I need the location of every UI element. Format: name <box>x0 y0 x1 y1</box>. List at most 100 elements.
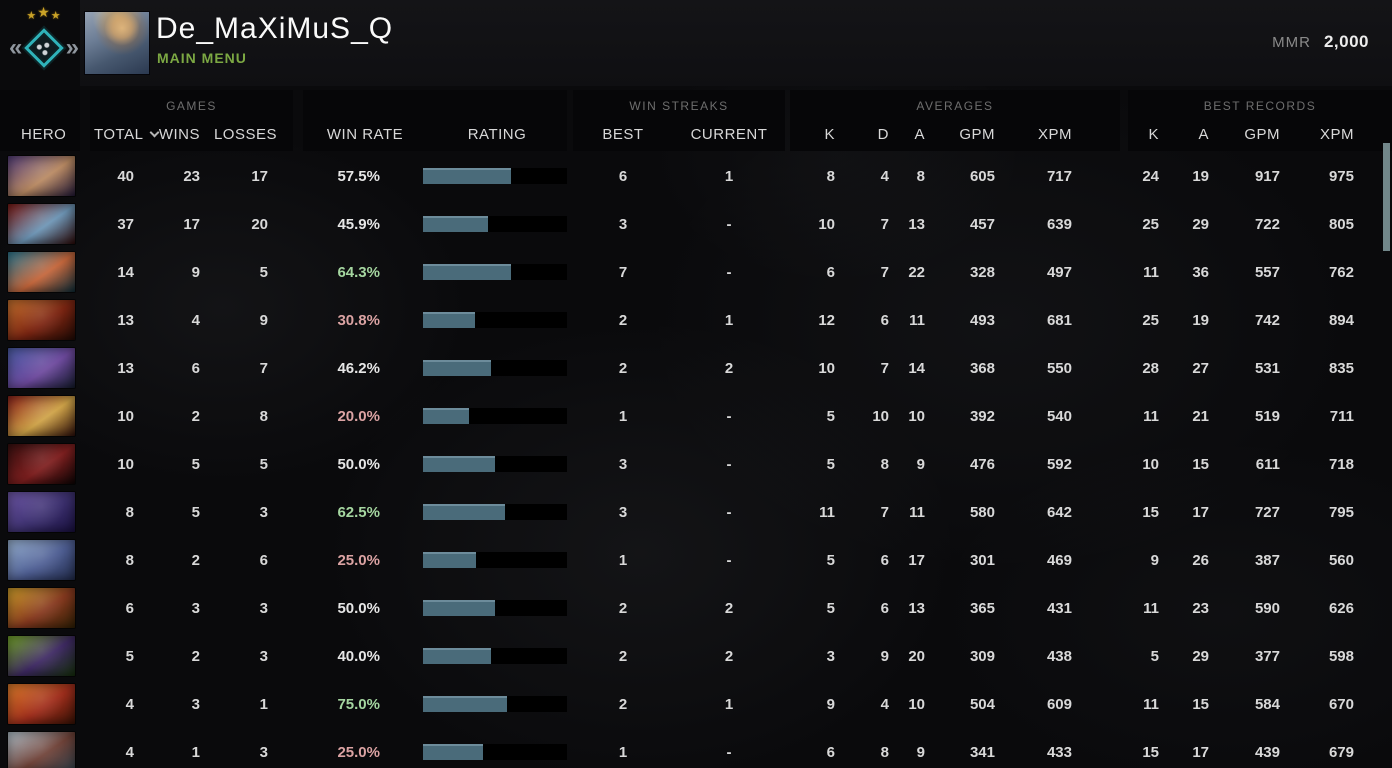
hero-row[interactable]: 5 2 3 40.0% 2 2 3 9 20 309 438 5 29 377 … <box>0 632 1392 680</box>
rec-gpm-cell: 377 <box>1254 647 1280 665</box>
rec-a-cell: 26 <box>1192 551 1209 569</box>
avg-xpm-cell: 609 <box>1046 695 1072 713</box>
total-cell: 4 <box>125 743 134 761</box>
hero-portrait[interactable] <box>8 348 75 388</box>
column-rec-xpm[interactable]: XPM <box>1319 125 1354 143</box>
column-streak-current[interactable]: CURRENT <box>690 125 768 143</box>
hero-portrait[interactable] <box>8 540 75 580</box>
spacer <box>1074 648 1120 665</box>
column-rec-gpm[interactable]: GPM <box>1244 125 1280 143</box>
column-avg-d[interactable]: D <box>877 125 889 143</box>
column-avg-xpm[interactable]: XPM <box>1037 125 1072 143</box>
rec-a-cell: 17 <box>1192 743 1209 761</box>
group-best-records: BEST RECORDS <box>1203 99 1317 113</box>
avg-d-cell: 8 <box>880 455 889 473</box>
hero-portrait[interactable] <box>8 492 75 532</box>
mmr-value: 2,000 <box>1323 32 1369 51</box>
total-cell: 6 <box>125 599 134 617</box>
rec-gpm-cell: 611 <box>1255 455 1280 473</box>
hero-portrait[interactable] <box>8 732 75 768</box>
hero-portrait[interactable] <box>8 396 75 436</box>
hero-portrait[interactable] <box>8 636 75 676</box>
streak-current-cell: - <box>726 407 732 425</box>
column-rec-a[interactable]: A <box>1198 125 1209 143</box>
column-rating[interactable]: RATING <box>467 125 527 143</box>
total-cell: 8 <box>125 551 134 569</box>
top-bar: ★★★ « » De_MaXiMuS_Q MAIN MENU MMR 2,000 <box>0 0 1392 86</box>
wins-cell: 2 <box>191 407 200 425</box>
player-name: De_MaXiMuS_Q <box>156 12 394 45</box>
column-total[interactable]: TOTAL <box>90 126 168 143</box>
losses-cell: 5 <box>259 455 268 473</box>
column-wins[interactable]: WINS <box>158 125 200 143</box>
hero-row[interactable]: 10 2 8 20.0% 1 - 5 10 10 392 540 11 21 5… <box>0 392 1392 440</box>
spacer <box>293 90 303 151</box>
streak-current-cell: - <box>726 215 732 233</box>
scrollbar-thumb[interactable] <box>1383 143 1390 251</box>
avg-a-cell: 13 <box>908 215 925 233</box>
hero-row[interactable]: 4 1 3 25.0% 1 - 6 8 9 341 433 15 17 439 … <box>0 728 1392 768</box>
win-rate-cell: 57.5% <box>337 167 380 185</box>
wins-cell: 1 <box>191 743 200 761</box>
hero-row[interactable]: 10 5 5 50.0% 3 - 5 8 9 476 592 10 15 611… <box>0 440 1392 488</box>
column-rec-k[interactable]: K <box>1148 125 1159 143</box>
avg-gpm-cell: 392 <box>969 407 995 425</box>
spacer <box>1074 744 1120 761</box>
hero-row[interactable]: 14 9 5 64.3% 7 - 6 7 22 328 497 11 36 55… <box>0 248 1392 296</box>
hero-row[interactable]: 37 17 20 45.9% 3 - 10 7 13 457 639 25 29… <box>0 200 1392 248</box>
hero-row[interactable]: 8 5 3 62.5% 3 - 11 7 11 580 642 15 17 72… <box>0 488 1392 536</box>
rec-a-cell: 17 <box>1192 503 1209 521</box>
hero-row[interactable]: 6 3 3 50.0% 2 2 5 6 13 365 431 11 23 590… <box>0 584 1392 632</box>
spacer <box>1357 504 1392 521</box>
rec-k-cell: 25 <box>1142 311 1159 329</box>
streak-current-cell: 2 <box>724 599 734 617</box>
main-menu-link[interactable]: MAIN MENU <box>157 50 247 66</box>
avg-xpm-cell: 497 <box>1046 263 1072 281</box>
hero-row[interactable]: 4 3 1 75.0% 2 1 9 4 10 504 609 11 15 584… <box>0 680 1392 728</box>
rec-a-cell: 29 <box>1192 215 1209 233</box>
rating-bar-fill <box>423 648 491 664</box>
streak-best-cell: 1 <box>618 743 628 761</box>
spacer <box>1357 744 1392 761</box>
wins-cell: 23 <box>183 167 200 185</box>
hero-row[interactable]: 13 4 9 30.8% 2 1 12 6 11 493 681 25 19 7… <box>0 296 1392 344</box>
rec-xpm-cell: 560 <box>1328 551 1354 569</box>
spacer <box>1120 90 1128 151</box>
streak-best-cell: 2 <box>618 359 628 377</box>
hero-portrait[interactable] <box>8 300 75 340</box>
spacer <box>1357 648 1392 665</box>
avg-gpm-cell: 365 <box>969 599 995 617</box>
spacer <box>1357 696 1392 713</box>
rank-badge[interactable]: ★★★ « » <box>9 4 79 82</box>
streak-current-cell: 2 <box>724 359 734 377</box>
column-streak-best[interactable]: BEST <box>602 125 644 143</box>
hero-portrait[interactable] <box>8 588 75 628</box>
losses-cell: 7 <box>259 359 268 377</box>
hero-row[interactable]: 13 6 7 46.2% 2 2 10 7 14 368 550 28 27 5… <box>0 344 1392 392</box>
rec-k-cell: 25 <box>1142 215 1159 233</box>
hero-row[interactable]: 40 23 17 57.5% 6 1 8 4 8 605 717 24 19 9… <box>0 152 1392 200</box>
column-avg-gpm[interactable]: GPM <box>959 125 995 143</box>
wins-cell: 2 <box>191 647 200 665</box>
column-hero[interactable]: HERO <box>21 126 67 143</box>
avg-k-cell: 5 <box>826 455 835 473</box>
avg-d-cell: 8 <box>880 743 889 761</box>
hero-portrait[interactable] <box>8 156 75 196</box>
hero-portrait[interactable] <box>8 204 75 244</box>
column-win-rate[interactable]: WIN RATE <box>326 125 404 143</box>
rating-bar-fill <box>423 360 491 376</box>
rating-bar-fill <box>423 216 488 232</box>
column-losses[interactable]: LOSSES <box>213 125 277 143</box>
column-avg-a[interactable]: A <box>914 125 925 143</box>
header-averages-block: AVERAGES K D A GPM XPM <box>790 90 1120 151</box>
streak-current-cell: 1 <box>724 695 734 713</box>
hero-portrait[interactable] <box>8 252 75 292</box>
win-rate-cell: 40.0% <box>337 647 380 665</box>
player-avatar[interactable] <box>84 11 150 75</box>
hero-portrait[interactable] <box>8 444 75 484</box>
rec-xpm-cell: 762 <box>1328 263 1354 281</box>
column-avg-k[interactable]: K <box>824 125 835 143</box>
avg-gpm-cell: 301 <box>969 551 995 569</box>
hero-row[interactable]: 8 2 6 25.0% 1 - 5 6 17 301 469 9 26 387 … <box>0 536 1392 584</box>
hero-portrait[interactable] <box>8 684 75 724</box>
